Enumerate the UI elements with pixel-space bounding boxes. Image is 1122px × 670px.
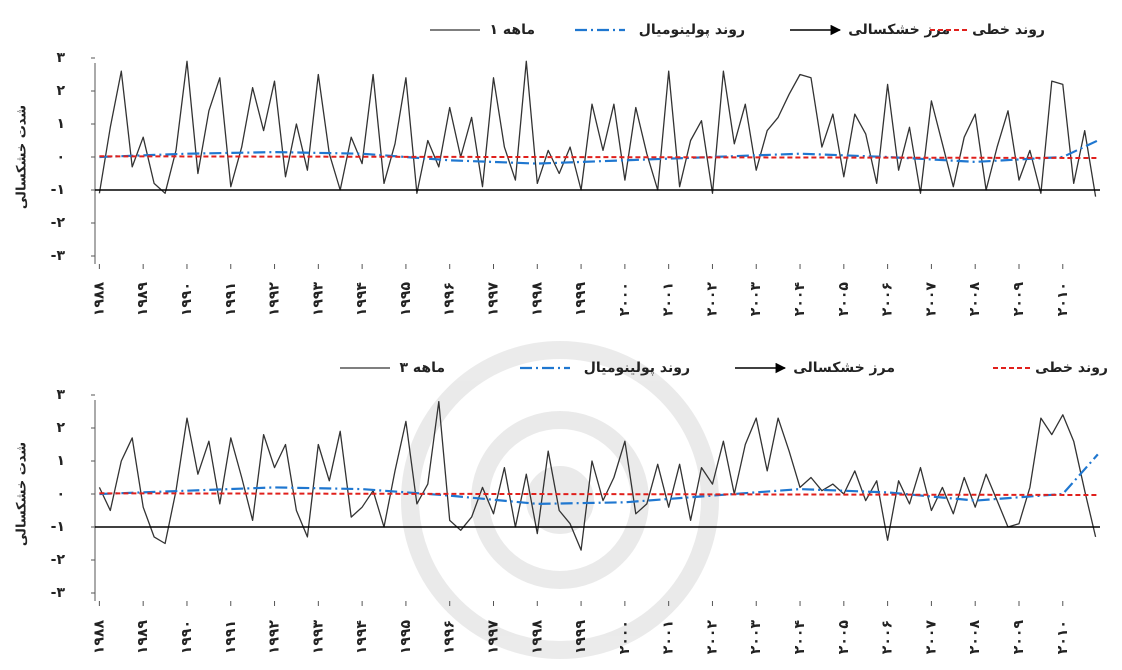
x-tick-label: ۱۹۹۵ — [398, 282, 414, 317]
x-tick-label: ۱۹۹۶ — [442, 282, 458, 316]
x-tick-label: ۲۰۰۴ — [792, 620, 808, 655]
x-tick-label: ۱۹۸۹ — [135, 282, 151, 317]
x-tick-label: ۲۰۰۳ — [748, 620, 764, 655]
x-tick-label: ۱۹۹۰ — [179, 282, 195, 316]
x-tick-label: ۲۰۰۰ — [617, 620, 633, 654]
y-tick-label: ۱ — [56, 116, 65, 132]
series-line — [99, 492, 1098, 496]
x-tick-label: ۱۹۹۲ — [267, 620, 283, 655]
legend-label: مرز خشکسالی — [793, 360, 895, 376]
legend-label: روند پولینومیال — [639, 22, 745, 38]
y-tick-label: ۳ — [56, 387, 65, 403]
y-tick-label: ۳ — [56, 50, 65, 66]
x-tick-label: ۲۰۰۵ — [836, 620, 852, 655]
series-line — [99, 155, 1098, 159]
x-tick-label: ۱۹۹۹ — [573, 620, 589, 655]
x-tick-label: ۱۹۹۶ — [442, 620, 458, 654]
x-tick-label: ۲۰۰۲ — [704, 282, 720, 317]
x-tick-label: ۱۹۹۸ — [529, 282, 545, 317]
x-tick-label: ۱۹۹۸ — [529, 620, 545, 655]
series-line — [98, 400, 1097, 551]
x-tick-label: ۲۰۰۸ — [967, 282, 983, 317]
legend-label: روند پولینومیال — [584, 360, 690, 376]
x-tick-label: ۱۹۹۳ — [310, 282, 326, 317]
x-tick-label: ۱۹۹۴ — [354, 282, 370, 317]
y-tick-label: -۲ — [51, 552, 66, 568]
y-tick-label: ۰ — [56, 149, 65, 165]
x-tick-label: ۲۰۰۷ — [923, 620, 939, 655]
x-tick-label: ۲۰۰۸ — [967, 620, 983, 655]
y-tick-label: -۱ — [51, 519, 65, 535]
x-tick-label: ۲۰۱۰ — [1055, 620, 1071, 654]
x-tick-label: ۱۹۸۹ — [135, 620, 151, 655]
y-tick-label: -۱ — [51, 182, 65, 198]
y-tick-label: ۱ — [56, 453, 65, 469]
x-tick-label: ۲۰۰۰ — [617, 282, 633, 316]
x-tick-label: ۲۰۰۵ — [836, 282, 852, 317]
legend-label: ۳ ماهه — [399, 360, 445, 376]
y-tick-label: -۳ — [51, 585, 66, 601]
x-tick-label: ۱۹۹۰ — [179, 620, 195, 654]
series-line — [98, 60, 1097, 197]
x-tick-label: ۲۰۰۴ — [792, 282, 808, 317]
legend-label: روند خطی — [1035, 360, 1108, 376]
y-tick-label: -۳ — [51, 248, 66, 264]
y-tick-label: ۰ — [56, 486, 65, 502]
y-tick-label: -۲ — [51, 215, 66, 231]
y-axis-label: شدت خشکسالی — [15, 105, 30, 209]
x-tick-label: ۲۰۰۳ — [748, 282, 764, 317]
legend-label: مرز خشکسالی — [848, 22, 950, 38]
x-tick-label: ۱۹۹۱ — [223, 282, 239, 316]
x-tick-label: ۱۹۹۴ — [354, 620, 370, 655]
series-line — [99, 139, 1099, 165]
x-tick-label: ۱۹۹۳ — [310, 620, 326, 655]
legend-label: روند خطی — [972, 22, 1045, 38]
x-tick-label: ۲۰۰۲ — [704, 620, 720, 655]
x-tick-label: ۲۰۰۶ — [880, 620, 896, 654]
legend-label: ۱ ماهه — [489, 22, 535, 38]
watermark — [401, 341, 719, 659]
x-tick-label: ۲۰۰۱ — [661, 282, 677, 316]
x-tick-label: ۲۰۰۹ — [1011, 282, 1027, 317]
y-tick-label: ۲ — [56, 83, 65, 99]
x-tick-label: ۱۹۹۹ — [573, 282, 589, 317]
series-line — [99, 453, 1099, 505]
x-tick-label: ۱۹۹۵ — [398, 620, 414, 655]
x-tick-label: ۱۹۹۷ — [485, 620, 501, 655]
x-tick-label: ۲۰۰۱ — [661, 620, 677, 654]
x-tick-label: ۱۹۸۸ — [91, 282, 107, 317]
x-tick-label: ۱۹۹۲ — [267, 282, 283, 317]
x-tick-label: ۲۰۰۷ — [923, 282, 939, 317]
x-tick-label: ۲۰۰۹ — [1011, 620, 1027, 655]
x-tick-label: ۲۰۱۰ — [1055, 282, 1071, 316]
y-axis-label: شدت خشکسالی — [15, 442, 30, 546]
x-tick-label: ۱۹۹۱ — [223, 620, 239, 654]
x-tick-label: ۲۰۰۶ — [880, 282, 896, 316]
x-tick-label: ۱۹۸۸ — [91, 620, 107, 655]
y-tick-label: ۲ — [56, 420, 65, 436]
x-tick-label: ۱۹۹۷ — [485, 282, 501, 317]
